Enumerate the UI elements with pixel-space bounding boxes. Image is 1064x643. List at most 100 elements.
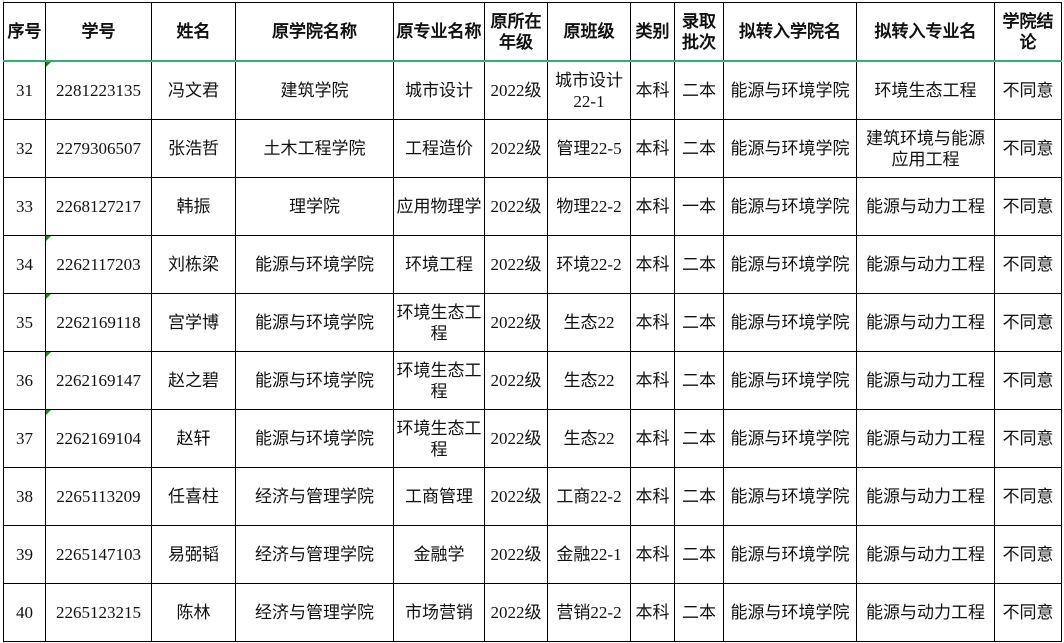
cell-to-college[interactable]: 能源与环境学院 xyxy=(723,119,857,178)
cell-major[interactable]: 环境生态工程 xyxy=(393,409,485,468)
cell-grade[interactable]: 2022级 xyxy=(484,409,548,468)
cell-name[interactable]: 任喜柱 xyxy=(151,467,236,526)
cell-college[interactable]: 经济与管理学院 xyxy=(235,525,394,584)
cell-batch[interactable]: 二本 xyxy=(674,583,724,642)
cell-grade[interactable]: 2022级 xyxy=(484,467,548,526)
cell-grade[interactable]: 2022级 xyxy=(484,177,548,236)
header-col-to-college[interactable]: 拟转入学院名 xyxy=(723,2,857,62)
cell-type[interactable]: 本科 xyxy=(630,293,675,352)
cell-major[interactable]: 市场营销 xyxy=(393,583,485,642)
cell-student-id[interactable]: 2281223135 xyxy=(45,60,152,120)
cell-to-college[interactable]: 能源与环境学院 xyxy=(723,409,857,468)
cell-type[interactable]: 本科 xyxy=(630,583,675,642)
cell-no[interactable]: 39 xyxy=(3,525,46,584)
cell-type[interactable]: 本科 xyxy=(630,60,675,120)
cell-batch[interactable]: 二本 xyxy=(674,467,724,526)
cell-name[interactable]: 赵轩 xyxy=(151,409,236,468)
cell-no[interactable]: 34 xyxy=(3,235,46,294)
cell-result[interactable]: 不同意 xyxy=(994,583,1062,642)
cell-college[interactable]: 经济与管理学院 xyxy=(235,467,394,526)
cell-student-id[interactable]: 2262169104 xyxy=(45,409,152,468)
cell-name[interactable]: 陈林 xyxy=(151,583,236,642)
cell-student-id[interactable]: 2262117203 xyxy=(45,235,152,294)
header-col-result[interactable]: 学院结论 xyxy=(994,2,1062,62)
cell-name[interactable]: 韩振 xyxy=(151,177,236,236)
cell-class[interactable]: 营销22-2 xyxy=(547,583,631,642)
cell-to-major[interactable]: 能源与动力工程 xyxy=(856,293,995,352)
cell-to-major[interactable]: 环境生态工程 xyxy=(856,60,995,120)
cell-batch[interactable]: 二本 xyxy=(674,293,724,352)
header-col-class[interactable]: 原班级 xyxy=(547,2,631,62)
cell-to-college[interactable]: 能源与环境学院 xyxy=(723,583,857,642)
cell-student-id[interactable]: 2279306507 xyxy=(45,119,152,178)
cell-major[interactable]: 应用物理学 xyxy=(393,177,485,236)
cell-batch[interactable]: 二本 xyxy=(674,409,724,468)
cell-class[interactable]: 生态22 xyxy=(547,351,631,410)
cell-to-major[interactable]: 能源与动力工程 xyxy=(856,177,995,236)
cell-college[interactable]: 土木工程学院 xyxy=(235,119,394,178)
cell-grade[interactable]: 2022级 xyxy=(484,119,548,178)
cell-to-college[interactable]: 能源与环境学院 xyxy=(723,235,857,294)
cell-college[interactable]: 能源与环境学院 xyxy=(235,409,394,468)
cell-class[interactable]: 物理22-2 xyxy=(547,177,631,236)
header-col-no[interactable]: 序号 xyxy=(3,2,46,62)
cell-result[interactable]: 不同意 xyxy=(994,293,1062,352)
cell-batch[interactable]: 一本 xyxy=(674,177,724,236)
cell-student-id[interactable]: 2265123215 xyxy=(45,583,152,642)
cell-type[interactable]: 本科 xyxy=(630,409,675,468)
cell-name[interactable]: 赵之碧 xyxy=(151,351,236,410)
cell-batch[interactable]: 二本 xyxy=(674,119,724,178)
cell-class[interactable]: 生态22 xyxy=(547,293,631,352)
cell-to-major[interactable]: 能源与动力工程 xyxy=(856,525,995,584)
cell-student-id[interactable]: 2262169118 xyxy=(45,293,152,352)
cell-class[interactable]: 工商22-2 xyxy=(547,467,631,526)
cell-class[interactable]: 金融22-1 xyxy=(547,525,631,584)
cell-name[interactable]: 刘栋梁 xyxy=(151,235,236,294)
cell-type[interactable]: 本科 xyxy=(630,119,675,178)
cell-to-major[interactable]: 能源与动力工程 xyxy=(856,409,995,468)
cell-to-major[interactable]: 能源与动力工程 xyxy=(856,467,995,526)
cell-batch[interactable]: 二本 xyxy=(674,525,724,584)
cell-to-major[interactable]: 能源与动力工程 xyxy=(856,583,995,642)
cell-no[interactable]: 31 xyxy=(3,60,46,120)
cell-type[interactable]: 本科 xyxy=(630,525,675,584)
cell-no[interactable]: 33 xyxy=(3,177,46,236)
cell-to-college[interactable]: 能源与环境学院 xyxy=(723,351,857,410)
header-col-batch[interactable]: 录取批次 xyxy=(674,2,724,62)
header-col-major[interactable]: 原专业名称 xyxy=(393,2,485,62)
cell-student-id[interactable]: 2262169147 xyxy=(45,351,152,410)
cell-major[interactable]: 工程造价 xyxy=(393,119,485,178)
cell-class[interactable]: 环境22-2 xyxy=(547,235,631,294)
cell-name[interactable]: 张浩哲 xyxy=(151,119,236,178)
cell-result[interactable]: 不同意 xyxy=(994,409,1062,468)
cell-major[interactable]: 工商管理 xyxy=(393,467,485,526)
cell-grade[interactable]: 2022级 xyxy=(484,293,548,352)
cell-result[interactable]: 不同意 xyxy=(994,525,1062,584)
cell-name[interactable]: 宫学博 xyxy=(151,293,236,352)
cell-batch[interactable]: 二本 xyxy=(674,351,724,410)
cell-result[interactable]: 不同意 xyxy=(994,467,1062,526)
cell-college[interactable]: 建筑学院 xyxy=(235,60,394,120)
cell-result[interactable]: 不同意 xyxy=(994,60,1062,120)
cell-type[interactable]: 本科 xyxy=(630,177,675,236)
header-col-student-id[interactable]: 学号 xyxy=(45,2,152,62)
cell-to-major[interactable]: 建筑环境与能源应用工程 xyxy=(856,119,995,178)
cell-no[interactable]: 37 xyxy=(3,409,46,468)
cell-college[interactable]: 能源与环境学院 xyxy=(235,351,394,410)
cell-name[interactable]: 冯文君 xyxy=(151,60,236,120)
cell-result[interactable]: 不同意 xyxy=(994,119,1062,178)
cell-grade[interactable]: 2022级 xyxy=(484,235,548,294)
cell-no[interactable]: 40 xyxy=(3,583,46,642)
header-col-type[interactable]: 类别 xyxy=(630,2,675,62)
header-col-name[interactable]: 姓名 xyxy=(151,2,236,62)
cell-to-college[interactable]: 能源与环境学院 xyxy=(723,293,857,352)
cell-class[interactable]: 生态22 xyxy=(547,409,631,468)
cell-to-major[interactable]: 能源与动力工程 xyxy=(856,235,995,294)
cell-to-college[interactable]: 能源与环境学院 xyxy=(723,525,857,584)
cell-grade[interactable]: 2022级 xyxy=(484,60,548,120)
cell-class[interactable]: 城市设计22-1 xyxy=(547,60,631,120)
cell-no[interactable]: 32 xyxy=(3,119,46,178)
cell-type[interactable]: 本科 xyxy=(630,467,675,526)
cell-major[interactable]: 金融学 xyxy=(393,525,485,584)
cell-batch[interactable]: 二本 xyxy=(674,60,724,120)
